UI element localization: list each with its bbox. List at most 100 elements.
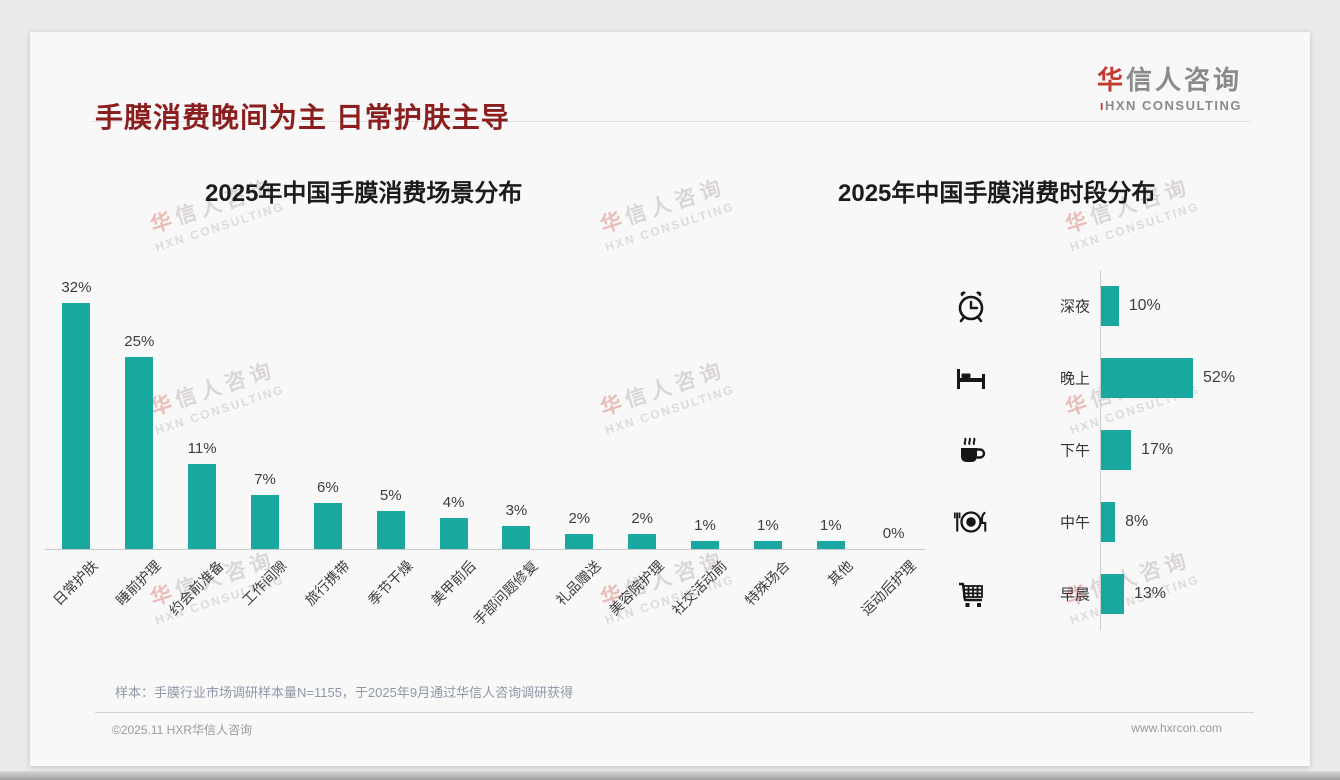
sample-note: 样本：手膜行业市场调研样本量N=1155，于2025年9月通过华信人咨询调研获得 (115, 685, 574, 700)
watermark-cn-first-char: 华 (1062, 207, 1095, 238)
time-category-label: 晚上 (1059, 370, 1090, 388)
scene-bar-group: 25% 睡前护理 (108, 300, 171, 609)
bed-icon (952, 360, 990, 396)
x-axis-tick-label: 手部问题修复 (470, 557, 542, 629)
watermark-cn-text: 华信人咨询 (594, 170, 732, 240)
bar-value-label: 17% (1141, 441, 1174, 458)
scene-bar-group: 11% 约会前准备 (166, 300, 234, 618)
scene-bar-group: 2% 美容院护理 (606, 300, 674, 619)
watermark-en-text: HXN CONSULTING (603, 199, 737, 255)
bar (628, 533, 657, 549)
x-axis-tick-label: 睡前护理 (113, 557, 165, 609)
alarm-clock-icon (952, 288, 990, 324)
watermark-cn-rest: 信人咨询 (622, 175, 729, 230)
logo-en-text: ıHXN CONSULTING (1097, 98, 1242, 113)
time-row: 中午 8% (790, 486, 1300, 558)
logo-en-accent: ı (1099, 98, 1105, 113)
scene-bar-group: 4% 美甲前后 (422, 300, 485, 608)
bar-value-label: 52% (1203, 369, 1236, 386)
bar-value-label: 1% (819, 517, 842, 535)
scene-bar-group: 7% 工作间隙 (234, 300, 297, 608)
logo-en-label: HXN CONSULTING (1104, 98, 1242, 113)
scene-bar-group: 5% 季节干燥 (359, 300, 422, 609)
scene-bar-group: 0% 运动后护理 (858, 300, 925, 618)
header-divider (92, 121, 1250, 122)
bar-value-label: 11% (187, 440, 217, 458)
bar (1101, 574, 1124, 614)
footer-divider (95, 712, 1254, 713)
bar (439, 518, 468, 549)
shopping-cart-icon (952, 576, 990, 612)
x-axis-tick-label: 日常护肤 (50, 557, 102, 609)
logo-cn-text: 华信人咨询 (1097, 60, 1242, 97)
scene-bar-group: 1% 特殊场合 (736, 300, 799, 608)
time-row: 晚上 52% (790, 342, 1300, 414)
bar (313, 502, 342, 549)
dining-plate-icon (952, 504, 990, 540)
x-axis-tick-label: 社交活动前 (668, 557, 730, 619)
bar (816, 541, 845, 549)
bar (376, 510, 405, 549)
bar-value-label: 5% (379, 486, 402, 504)
time-chart-rows: 深夜 10% 晚上 52% 下午 17% 中午 8% 早晨 13% (790, 270, 1300, 630)
x-axis-tick-label: 美甲前后 (427, 557, 479, 609)
bar (565, 533, 594, 549)
bar-value-label: 4% (442, 494, 465, 512)
time-row: 深夜 10% (790, 270, 1300, 342)
logo-cn-rest: 信人咨询 (1125, 65, 1242, 95)
bar-value-label: 3% (505, 501, 528, 519)
time-category-label: 早晨 (1059, 586, 1090, 604)
x-axis-tick-label: 工作间隙 (238, 557, 290, 609)
window-bottom-edge (0, 771, 1340, 780)
time-row: 下午 17% (790, 414, 1300, 486)
scene-bar-group: 1% 社交活动前 (669, 300, 737, 618)
bar-value-label: 7% (254, 471, 276, 489)
time-category-label: 中午 (1059, 514, 1090, 532)
bar-value-label: 8% (1125, 513, 1149, 530)
bar (125, 356, 154, 549)
scene-bar-group: 2% 礼品赠送 (548, 300, 611, 609)
x-axis-tick-label: 礼品赠送 (553, 557, 605, 609)
bar-value-label: 6% (317, 478, 339, 496)
bar-value-label: 32% (61, 278, 92, 296)
x-axis-tick-label: 美容院护理 (606, 557, 667, 619)
bar-value-label: 2% (568, 509, 591, 527)
page-title: 手膜消费晚间为主 日常护肤主导 (95, 102, 510, 133)
watermark-cn-first-char: 华 (597, 207, 630, 238)
bar (502, 525, 531, 549)
scene-bar-group: 3% 手部问题修复 (470, 300, 548, 628)
scene-bar-group: 32% 日常护肤 (45, 279, 108, 609)
bar-value-label: 2% (631, 509, 653, 527)
bar (62, 302, 91, 549)
bar-value-label: 25% (124, 332, 155, 350)
bar (251, 495, 279, 549)
x-axis-tick-label: 约会前准备 (166, 557, 227, 619)
bar (753, 541, 782, 549)
x-axis-tick-label: 旅行携带 (301, 557, 353, 609)
x-axis-tick-label: 季节干燥 (364, 557, 416, 609)
x-axis-tick-label: 特殊场合 (741, 557, 793, 609)
scene-chart-plot: 32% 日常护肤 25% 睡前护理 11% 约会前准备 7% 工作间隙 6% 旅行携带 5% 季节干燥… (45, 279, 925, 628)
bar-value-label: 13% (1134, 585, 1167, 602)
copyright-text: ©2025.11 HXR华信人咨询 (112, 723, 252, 737)
time-chart-axis-line (1100, 270, 1101, 630)
bar-value-label: 10% (1128, 297, 1161, 314)
website-text: www.hxrcon.com (1131, 721, 1222, 735)
bar (1101, 286, 1119, 326)
watermark-cn-first-char: 华 (147, 207, 180, 238)
bar (1101, 358, 1194, 398)
coffee-cup-icon (952, 432, 990, 468)
company-logo: 华信人咨询 ıHXN CONSULTING (1097, 60, 1242, 113)
time-row: 早晨 13% (790, 558, 1300, 630)
scene-bar-group: 1% 其他 (799, 300, 862, 589)
scene-bar-group: 6% 旅行携带 (296, 300, 359, 609)
bar (691, 541, 720, 549)
time-chart-title: 2025年中国手膜消费时段分布 (838, 180, 1156, 207)
bar (1101, 502, 1116, 542)
scene-chart-title: 2025年中国手膜消费场景分布 (205, 180, 523, 207)
bar (188, 464, 217, 549)
bar-value-label: 1% (757, 517, 779, 535)
bar (1101, 430, 1132, 470)
time-category-label: 深夜 (1059, 298, 1090, 316)
